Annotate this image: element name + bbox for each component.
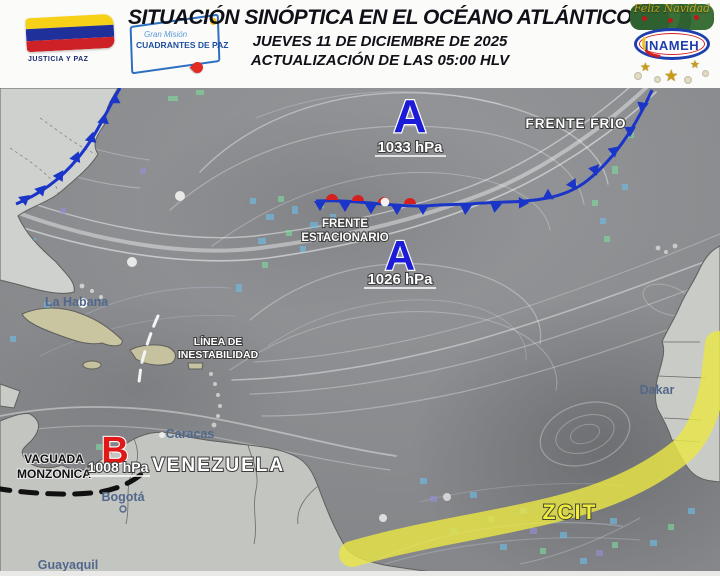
bulletin-titles: SITUACIÓN SINÓPTICA EN EL OCÉANO ATLÁNTI…	[120, 6, 640, 69]
header-bar: JUSTICIA Y PAZ Gran Misión CUADRANTES DE…	[0, 0, 720, 89]
vaguada-label-1: VAGUADA	[24, 452, 84, 466]
caracas-label: Caracas	[166, 427, 215, 441]
bulletin-date: JUEVES 11 DE DICIEMBRE DE 2025	[252, 33, 508, 50]
mission-name-line1: Gran Misión	[144, 30, 188, 39]
land-yucatan	[0, 383, 21, 409]
frente-estacionario-label-1: FRENTE	[322, 218, 368, 230]
zcit-band	[339, 331, 720, 567]
government-logos: JUSTICIA Y PAZ Gran Misión CUADRANTES DE…	[22, 8, 237, 80]
land-lesser-antilles	[209, 372, 222, 428]
land-bahamas	[79, 283, 103, 299]
la-habana-label: La Habana	[45, 295, 109, 309]
ornament-icon	[684, 76, 692, 84]
country-borders	[9, 117, 707, 545]
zcit-label: ZCIT	[543, 501, 598, 524]
frente-estacionario-label-2: ESTACIONARIO	[301, 232, 388, 244]
synoptic-map: A 1033 hPa FRENTE FRIO FRENTE ESTACIONAR…	[0, 77, 720, 576]
high-1026-pressure: 1026 hPa	[367, 271, 433, 288]
vaguada-label-2: MONZONICA	[17, 467, 91, 481]
land-canary-islands	[655, 243, 678, 254]
star-icon: ★	[690, 59, 700, 71]
stationary-front	[314, 194, 439, 215]
land-jamaica	[82, 360, 102, 370]
map-bottom-margin	[0, 571, 720, 576]
mission-name-line2: CUADRANTES DE PAZ	[136, 40, 229, 50]
cuadrantes-de-paz-logo: Gran Misión CUADRANTES DE PAZ	[122, 13, 237, 76]
venezuela-flag-icon	[25, 13, 115, 53]
inameh-acronym: INAMEH	[644, 38, 700, 53]
inameh-logo: Feliz Navidad INAMEH ★ ★ ★	[628, 2, 718, 88]
city-markers	[78, 191, 451, 522]
land-puerto-rico	[187, 362, 204, 370]
ornament-icon	[702, 70, 709, 77]
guayaquil-label: Guayaquil	[38, 558, 98, 572]
update-time: ACTUALIZACIÓN DE LAS 05:00 HLV	[250, 52, 510, 69]
linea-inestabilidad-label-2: INESTABILIDAD	[178, 349, 259, 361]
ornament-icon	[634, 72, 642, 80]
cold-front-us	[15, 87, 124, 207]
linea-inestabilidad-line	[137, 314, 160, 384]
justicia-y-paz-label: JUSTICIA Y PAZ	[28, 56, 89, 63]
inameh-seal: INAMEH	[634, 28, 710, 60]
inameh-seal-inner-ring	[639, 33, 705, 55]
vaguada-monzonica-line	[0, 467, 149, 497]
high-1033-symbol: A	[393, 90, 426, 142]
wind-streamlines	[0, 77, 720, 573]
cold-front-atlantic	[437, 89, 654, 216]
frente-frio-label: FRENTE FRIO	[526, 116, 627, 131]
high-1033-pressure: 1033 hPa	[377, 139, 443, 156]
bogota-label: Bogotá	[101, 490, 144, 504]
ornament-icon	[654, 76, 661, 83]
high-1026-symbol: A	[385, 232, 415, 279]
quadrant-dot-icon	[210, 18, 217, 25]
holiday-greeting: Feliz Navidad	[633, 2, 711, 15]
low-1008-pressure: 1008 hPa	[88, 459, 149, 475]
synoptic-map-canvas: A 1033 hPa FRENTE FRIO FRENTE ESTACIONAR…	[0, 77, 720, 576]
land-cuba	[21, 307, 123, 347]
star-icon: ★	[640, 60, 651, 74]
low-1008-symbol: B	[101, 430, 128, 472]
page-title: SITUACIÓN SINÓPTICA EN EL OCÉANO ATLÁNTI…	[127, 6, 633, 29]
linea-inestabilidad-label-1: LÍNEA DE	[194, 335, 243, 348]
star-icon: ★	[664, 68, 679, 85]
dakar-label: Dakar	[640, 383, 675, 397]
venezuela-label: VENEZUELA	[152, 455, 285, 476]
